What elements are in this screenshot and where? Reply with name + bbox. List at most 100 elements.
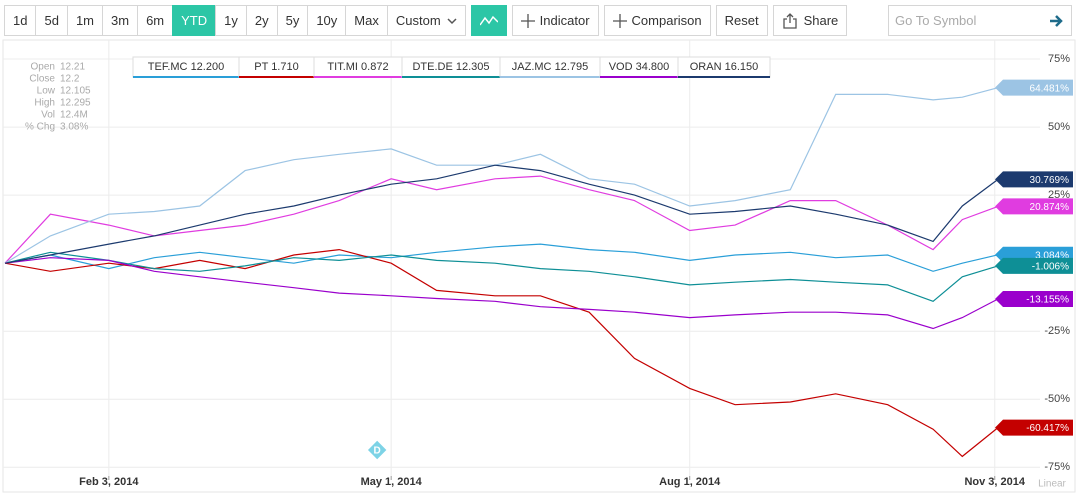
legend-name: TEF.MC <box>148 61 188 73</box>
toolbar: 1d 5d 1m 3m 6m YTD 1y 2y 5y 10y Max Custom Indicator… <box>4 5 848 36</box>
end-label-tag <box>995 246 1073 263</box>
range-button-label: 1y <box>224 13 238 28</box>
dropdown-caret <box>447 17 457 24</box>
legend-item: VOD 34.800 <box>599 56 679 78</box>
end-label: -13.155% <box>1026 295 1069 306</box>
range-button[interactable]: 5y <box>276 5 309 36</box>
range-button-label: 10y <box>316 13 338 28</box>
info-value: 3.08% <box>60 122 88 133</box>
legend-price: 1.710 <box>271 61 299 73</box>
legend-item: TEF.MC 12.200 <box>132 56 240 78</box>
end-label: -60.417% <box>1026 423 1069 434</box>
end-label: 3.084% <box>1035 250 1069 261</box>
range-button[interactable]: 10y <box>307 5 347 36</box>
y-tick-label: -25% <box>1044 325 1070 337</box>
event-marker <box>366 439 388 461</box>
legend-text: TEF.MC 12.200 <box>148 61 224 73</box>
series-line <box>4 243 999 272</box>
x-tick-label: Feb 3, 2014 <box>79 476 139 488</box>
end-label-tag <box>995 290 1073 307</box>
info-value: 12.2 <box>60 74 80 85</box>
y-tick-label: -50% <box>1044 393 1070 405</box>
legend-name: DTE.DE <box>412 61 452 73</box>
end-label-tag <box>995 257 1073 274</box>
x-tick-label: May 1, 2014 <box>361 476 423 488</box>
info-label: % Chg <box>25 122 55 133</box>
chart-type-button[interactable] <box>470 5 507 36</box>
legend-box <box>238 56 315 78</box>
range-button-label: 1m <box>75 13 94 28</box>
custom-range-button-label: Custom <box>395 13 441 28</box>
legend-item: DTE.DE 12.305 <box>401 56 501 78</box>
range-button-label: 6m <box>146 13 165 28</box>
legend-box <box>677 56 771 78</box>
indicator-button[interactable]: Indicator <box>511 5 599 36</box>
legend-box <box>499 56 601 78</box>
legend-name: VOD <box>609 61 633 73</box>
range-button-label: 5y <box>285 13 300 28</box>
range-button[interactable]: 1m <box>66 5 103 36</box>
range-button[interactable]: 2y <box>245 5 278 36</box>
info-value: 12.21 <box>60 62 85 73</box>
y-tick-label: 50% <box>1048 121 1070 133</box>
legend-item: JAZ.MC 12.795 <box>499 56 601 78</box>
range-button[interactable]: YTD <box>172 5 217 36</box>
legend-name: TIT.MI <box>327 61 358 73</box>
search-placeholder: Go To Symbol <box>895 13 977 28</box>
end-label-tag <box>995 171 1073 188</box>
info-label: High <box>34 98 55 109</box>
range-button[interactable]: 3m <box>102 5 139 36</box>
legend-box <box>313 56 403 78</box>
range-button[interactable]: 5d <box>35 5 68 36</box>
legend-price: 12.305 <box>456 61 490 73</box>
symbol-search[interactable]: Go To Symbol <box>888 5 1072 36</box>
legend-box <box>132 56 240 78</box>
range-button-label: 1d <box>13 13 28 28</box>
share-icon <box>782 12 797 29</box>
info-value: 12.4M <box>60 110 88 121</box>
legend-item: TIT.MI 0.872 <box>313 56 403 78</box>
legend-name: ORAN <box>690 61 722 73</box>
comparison-button[interactable]: Comparison <box>603 5 711 36</box>
range-button[interactable]: 6m <box>137 5 174 36</box>
series-line <box>4 87 999 264</box>
plot-frame <box>2 39 1076 493</box>
x-tick-label: Aug 1, 2014 <box>659 476 721 488</box>
share-button[interactable]: Share <box>772 5 848 36</box>
range-button[interactable]: Max <box>345 5 388 36</box>
end-label-tag <box>995 79 1073 96</box>
range-button[interactable]: 1d <box>4 5 37 36</box>
range-button[interactable]: 1y <box>215 5 247 36</box>
info-label: Close <box>29 74 55 85</box>
range-button-label: 3m <box>111 13 130 28</box>
y-tick-label: 25% <box>1048 189 1070 201</box>
end-label: -1.006% <box>1032 262 1069 273</box>
series-line <box>4 164 999 264</box>
legend-name: PT <box>254 61 268 73</box>
end-label-tag <box>995 198 1073 215</box>
legend-text: JAZ.MC 12.795 <box>512 61 588 73</box>
range-button-label: YTD <box>181 13 208 28</box>
share-button-label: Share <box>803 13 839 28</box>
custom-range-button[interactable]: Custom <box>386 5 466 36</box>
legend-price: 12.795 <box>555 61 589 73</box>
plus-icon <box>520 13 535 28</box>
y-tick-label: 75% <box>1048 53 1070 65</box>
legend-price: 16.150 <box>725 61 759 73</box>
info-label: Low <box>37 86 56 97</box>
go-icon[interactable] <box>1049 14 1063 28</box>
series-line <box>4 257 999 330</box>
legend-item: ORAN 16.150 <box>677 56 771 78</box>
scale-mode: Linear <box>1038 479 1066 490</box>
legend-name: JAZ.MC <box>512 61 552 73</box>
end-label: 20.874% <box>1030 202 1070 213</box>
info-value: 12.105 <box>60 86 91 97</box>
info-value: 12.295 <box>60 98 91 109</box>
series-line <box>4 248 999 458</box>
legend-text: VOD 34.800 <box>609 61 670 73</box>
reset-button[interactable]: Reset <box>715 5 768 36</box>
reset-button-label: Reset <box>724 13 759 28</box>
series-line <box>4 251 999 302</box>
